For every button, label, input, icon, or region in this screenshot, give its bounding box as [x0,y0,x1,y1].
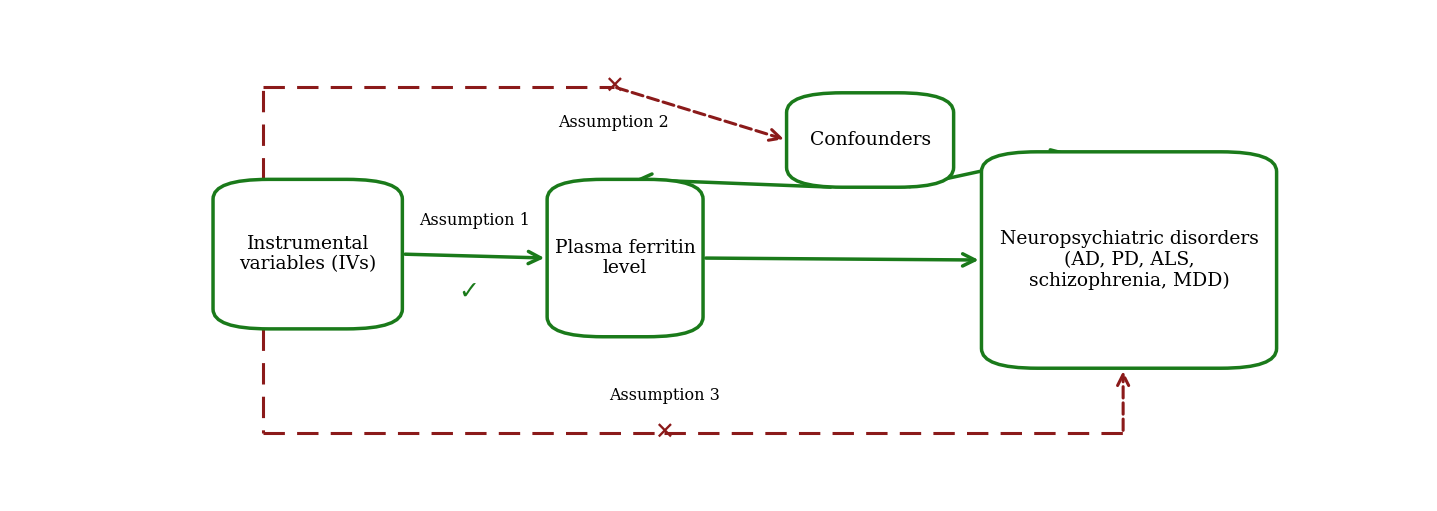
Text: Neuropsychiatric disorders
(AD, PD, ALS,
schizophrenia, MDD): Neuropsychiatric disorders (AD, PD, ALS,… [1000,230,1259,290]
FancyBboxPatch shape [213,179,402,329]
Text: Assumption 2: Assumption 2 [559,114,670,131]
Text: Instrumental
variables (IVs): Instrumental variables (IVs) [239,235,376,273]
Text: ✓: ✓ [458,280,480,304]
FancyBboxPatch shape [786,93,954,187]
Text: Assumption 1: Assumption 1 [420,212,530,228]
Text: ✕: ✕ [604,75,624,99]
Text: Assumption 3: Assumption 3 [609,387,720,404]
Text: ✕: ✕ [654,421,674,445]
Text: Plasma ferritin
level: Plasma ferritin level [555,239,696,277]
FancyBboxPatch shape [981,152,1276,368]
Text: Confounders: Confounders [809,131,931,149]
FancyBboxPatch shape [547,179,703,337]
